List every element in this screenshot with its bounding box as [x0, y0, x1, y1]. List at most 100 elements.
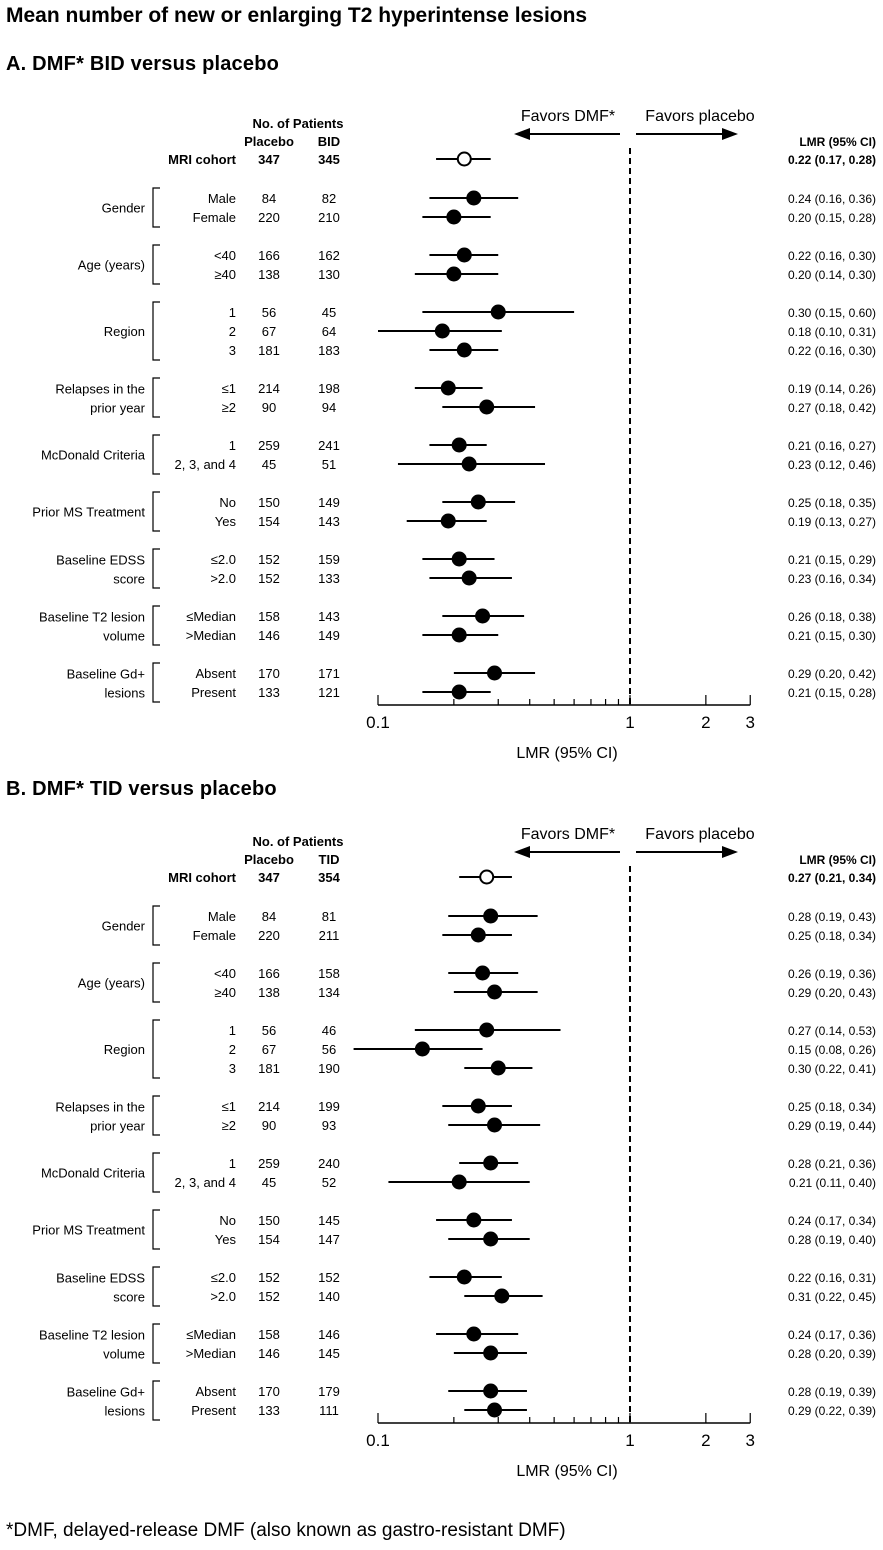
lmr-ci-text: 0.28 (0.21, 0.36)	[788, 1157, 876, 1171]
placebo-count: 347	[258, 152, 280, 167]
estimate-point	[451, 1174, 467, 1190]
x-axis-title: LMR (95% CI)	[516, 745, 617, 762]
placebo-count: 158	[258, 1327, 280, 1342]
group-bracket	[152, 244, 160, 285]
lmr-ci-text: 0.22 (0.16, 0.30)	[788, 249, 876, 263]
group-bracket	[152, 1323, 160, 1364]
treatment-count: 82	[322, 191, 336, 206]
row-label: Absent	[196, 1384, 237, 1399]
estimate-point	[446, 266, 462, 282]
x-tick-label: 0.1	[366, 713, 390, 732]
estimate-point	[483, 1345, 499, 1361]
placebo-count: 214	[258, 1099, 280, 1114]
favors-left-label: Favors DMF*	[521, 826, 615, 843]
group-name: volume	[103, 629, 145, 644]
placebo-count: 166	[258, 248, 280, 263]
patients-header: No. of Patients	[252, 834, 343, 849]
row-label: 2, 3, and 4	[175, 1175, 236, 1190]
row-label: >Median	[186, 628, 236, 643]
placebo-count: 90	[262, 1118, 276, 1133]
placebo-count: 220	[258, 928, 280, 943]
placebo-count: 138	[258, 267, 280, 282]
lmr-ci-text: 0.25 (0.18, 0.34)	[788, 929, 876, 943]
treatment-count: 45	[322, 305, 336, 320]
placebo-count: 154	[258, 514, 280, 529]
treatment-count: 240	[318, 1156, 340, 1171]
group-name: Baseline Gd+	[67, 667, 145, 682]
estimate-point	[446, 209, 462, 225]
placebo-count: 150	[258, 495, 280, 510]
estimate-point	[440, 380, 456, 396]
treatment-count: 354	[318, 870, 340, 885]
col-placebo-header: Placebo	[244, 134, 294, 149]
placebo-count: 152	[258, 571, 280, 586]
favors-left-arrowhead	[514, 128, 530, 140]
lmr-ci-text: 0.21 (0.16, 0.27)	[788, 439, 876, 453]
x-tick-label: 1	[625, 713, 634, 732]
x-tick-label: 0.1	[366, 1431, 390, 1450]
footnote: *DMF, delayed-release DMF (also known as…	[6, 1520, 566, 1541]
estimate-point	[483, 1155, 499, 1171]
treatment-count: 345	[318, 152, 340, 167]
group-name: lesions	[105, 686, 146, 701]
row-label: <40	[214, 248, 236, 263]
treatment-count: 147	[318, 1232, 340, 1247]
group-name: Age (years)	[78, 976, 145, 991]
group-bracket	[152, 1380, 160, 1421]
placebo-count: 84	[262, 909, 276, 924]
row-label: ≥40	[214, 267, 236, 282]
lmr-ci-text: 0.26 (0.19, 0.36)	[788, 967, 876, 981]
lmr-ci-text: 0.21 (0.15, 0.29)	[788, 553, 876, 567]
lmr-ci-text: 0.29 (0.19, 0.44)	[788, 1119, 876, 1133]
lmr-ci-text: 0.27 (0.14, 0.53)	[788, 1024, 876, 1038]
estimate-point	[475, 965, 491, 981]
treatment-count: 241	[318, 438, 340, 453]
row-label: 3	[229, 343, 236, 358]
placebo-count: 154	[258, 1232, 280, 1247]
treatment-count: 149	[318, 628, 340, 643]
group-name: Baseline T2 lesion	[39, 610, 145, 625]
x-axis-title: LMR (95% CI)	[516, 1463, 617, 1480]
group-name: Region	[104, 324, 145, 339]
group-bracket	[152, 491, 160, 532]
treatment-count: 162	[318, 248, 340, 263]
lmr-ci-text: 0.19 (0.13, 0.27)	[788, 515, 876, 529]
estimate-point	[487, 1402, 503, 1418]
row-label: 1	[229, 438, 236, 453]
favors-right-label: Favors placebo	[645, 826, 754, 843]
lmr-ci-text: 0.28 (0.20, 0.39)	[788, 1347, 876, 1361]
treatment-count: 133	[318, 571, 340, 586]
treatment-count: 158	[318, 966, 340, 981]
group-name: Baseline T2 lesion	[39, 1328, 145, 1343]
group-name: Baseline EDSS	[56, 1271, 145, 1286]
group-bracket	[152, 905, 160, 946]
row-label: Male	[208, 191, 236, 206]
lmr-ci-text: 0.22 (0.17, 0.28)	[788, 153, 876, 167]
placebo-count: 347	[258, 870, 280, 885]
row-label: Male	[208, 909, 236, 924]
estimate-point	[434, 323, 450, 339]
placebo-count: 152	[258, 552, 280, 567]
estimate-point	[451, 551, 467, 567]
x-tick-label: 3	[746, 1431, 755, 1450]
lmr-ci-text: 0.29 (0.20, 0.43)	[788, 986, 876, 1000]
row-label: ≤1	[222, 381, 236, 396]
patients-header: No. of Patients	[252, 116, 343, 131]
row-label: ≤2.0	[211, 1270, 236, 1285]
treatment-count: 211	[319, 928, 340, 943]
treatment-count: 130	[318, 267, 340, 282]
group-name: Relapses in the	[55, 1100, 145, 1115]
treatment-count: 183	[318, 343, 340, 358]
estimate-point	[494, 1288, 510, 1304]
lmr-ci-text: 0.27 (0.18, 0.42)	[788, 401, 876, 415]
favors-right-label: Favors placebo	[645, 108, 754, 125]
row-label: ≤Median	[186, 1327, 236, 1342]
forest-plot-a: No. of Patients Placebo BID LMR (95% CI) Fav…	[32, 108, 876, 762]
estimate-point	[483, 908, 499, 924]
row-label: 1	[229, 1156, 236, 1171]
placebo-count: 150	[258, 1213, 280, 1228]
placebo-count: 67	[262, 1042, 276, 1057]
estimate-point	[461, 570, 477, 586]
estimate-point	[461, 456, 477, 472]
lmr-ci-text: 0.28 (0.19, 0.39)	[788, 1385, 876, 1399]
